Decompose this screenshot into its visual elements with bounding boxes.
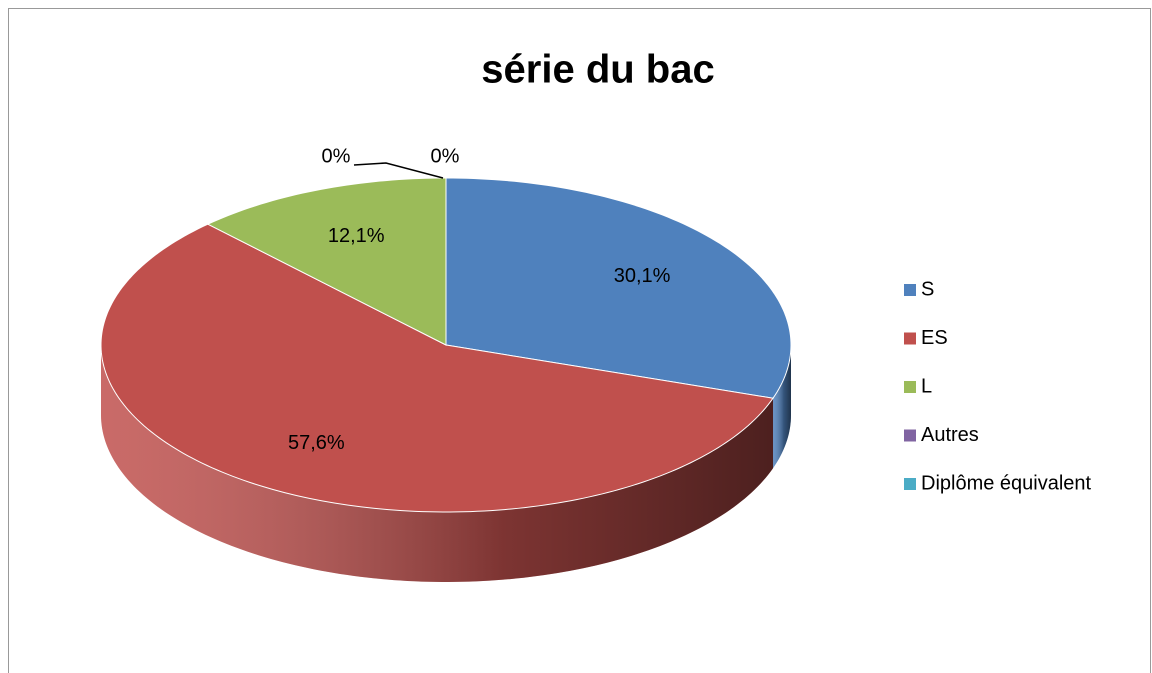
data-label: 0% bbox=[431, 145, 460, 167]
slice bbox=[445, 177, 792, 399]
legend-swatch bbox=[904, 284, 916, 296]
legend-swatch bbox=[904, 381, 916, 393]
chart-title: série du bac bbox=[481, 48, 714, 92]
slice-side-shade bbox=[773, 345, 791, 469]
legend-label: Diplôme équivalent bbox=[921, 472, 1092, 494]
legend-label: L bbox=[921, 375, 932, 397]
data-label: 30,1% bbox=[614, 265, 671, 287]
slice bbox=[206, 177, 447, 346]
data-label: 57,6% bbox=[288, 432, 345, 454]
legend-label: Autres bbox=[921, 424, 979, 446]
leader-line bbox=[353, 162, 444, 179]
data-label: 12,1% bbox=[328, 225, 385, 247]
legend-swatch bbox=[904, 429, 916, 442]
legend-swatch bbox=[904, 478, 916, 490]
legend-label: ES bbox=[921, 327, 948, 349]
slice-side-shade bbox=[101, 345, 774, 582]
data-label: 0% bbox=[322, 145, 351, 167]
slice bbox=[100, 223, 774, 513]
legend-label: S bbox=[921, 278, 934, 300]
legend-swatch bbox=[904, 332, 916, 345]
